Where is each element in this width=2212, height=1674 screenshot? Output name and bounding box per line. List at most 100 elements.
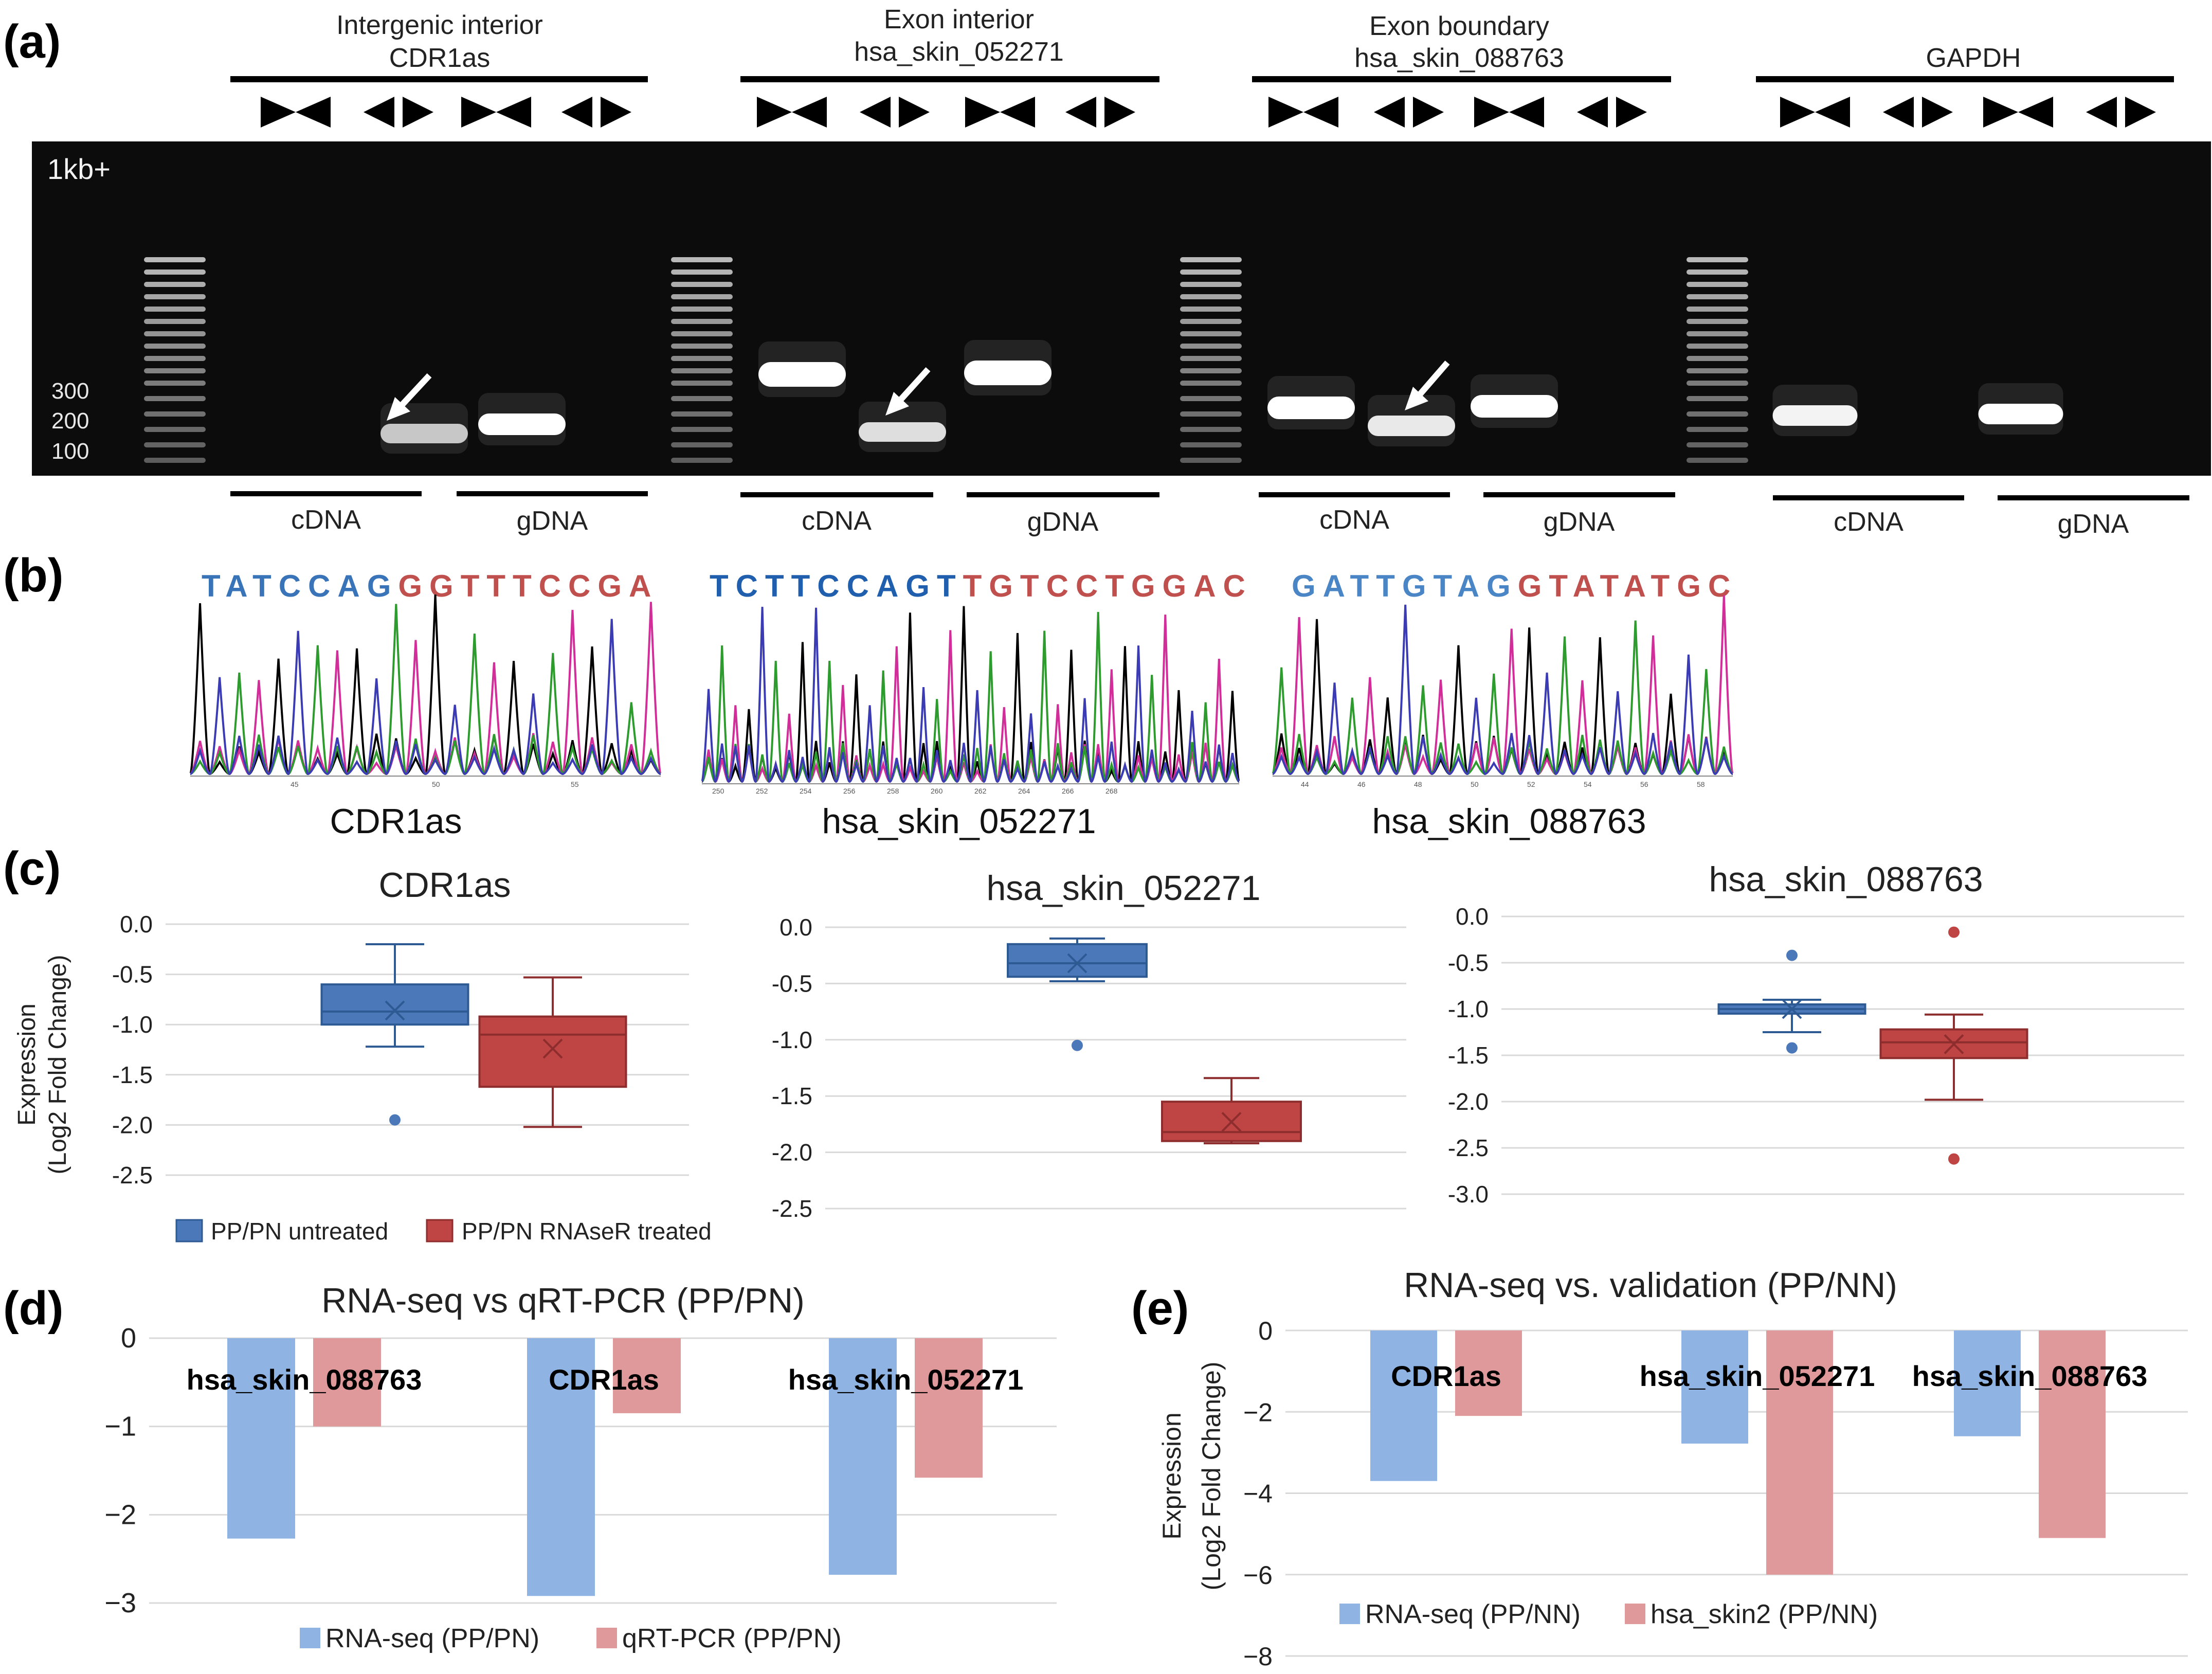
lane-label-gdna-2: gDNA bbox=[1027, 507, 1099, 537]
ladder-1-band-2 bbox=[144, 269, 206, 275]
bar-2-1-1 bbox=[1370, 1330, 1437, 1481]
ladder-4-band-12 bbox=[1687, 396, 1748, 401]
barchart-1-category-3: hsa_skin_052271 bbox=[788, 1363, 1024, 1396]
sanger-3-sequence: GATTGTAGGTATATGC bbox=[1292, 569, 1737, 603]
barchart-1-ytick-1: 0 bbox=[121, 1323, 136, 1354]
ladder-3-band-8 bbox=[1180, 344, 1242, 349]
legend-swatch-treated bbox=[426, 1219, 454, 1243]
box-3-1-mean bbox=[1782, 999, 1802, 1019]
svg-text:45: 45 bbox=[291, 780, 299, 788]
ladder-3-band-11 bbox=[1180, 381, 1242, 386]
svg-text:54: 54 bbox=[1584, 780, 1592, 788]
gel-group-1-title-line1: Intergenic interior bbox=[336, 10, 543, 40]
ladder-2-band-2 bbox=[671, 269, 733, 275]
ladder-3-band-4 bbox=[1180, 294, 1242, 299]
box-3-2-mean bbox=[1944, 1034, 1964, 1054]
gel-group-2-title-line1: Exon interior bbox=[884, 5, 1034, 34]
svg-text:58: 58 bbox=[1697, 780, 1705, 788]
svg-text:252: 252 bbox=[756, 787, 768, 795]
barchart-1-legend: RNA-seq (PP/PN) qRT-PCR (PP/PN) bbox=[300, 1624, 842, 1653]
panel-label-a: (a) bbox=[3, 15, 61, 68]
svg-text:Expression: Expression bbox=[1157, 1412, 1186, 1539]
primer-arrow-10 bbox=[1374, 97, 1444, 128]
ladder-2-band-5 bbox=[671, 307, 733, 312]
ladder-3-band-14 bbox=[1180, 427, 1242, 432]
ladder-1-band-7 bbox=[144, 331, 206, 336]
barchart-2-legend: RNA-seq (PP/NN) hsa_skin2 (PP/NN) bbox=[1339, 1599, 1878, 1629]
boxplot-3-ytick-2: -0.5 bbox=[1448, 949, 1489, 976]
barchart-1-ytick-3: −2 bbox=[104, 1499, 136, 1530]
ladder-3-band-16 bbox=[1180, 458, 1242, 463]
boxplot-3-ytick-4: -1.5 bbox=[1448, 1042, 1489, 1069]
boxplot-1-ytick-5: -2.0 bbox=[112, 1111, 153, 1138]
boxplot-hsa-skin-088763: hsa_skin_088763 0.0 -0.5 -1.0 -1.5 -2.0 -2.5 -… bbox=[1448, 860, 2184, 1208]
ladder-2-band-4 bbox=[671, 294, 733, 299]
ladder-1-band-13 bbox=[144, 411, 206, 417]
circrna-band-arrows bbox=[387, 361, 1450, 421]
trace-2-channel-3 bbox=[701, 611, 1240, 783]
svg-text:55: 55 bbox=[571, 780, 579, 788]
primer-orientation-arrows bbox=[261, 97, 2156, 128]
primer-arrow-6 bbox=[860, 97, 930, 128]
svg-text:50: 50 bbox=[432, 780, 440, 788]
bar-2-2-2 bbox=[1766, 1330, 1833, 1575]
box-1-1-iqr bbox=[320, 983, 469, 1026]
trace-3-channel-4 bbox=[1272, 604, 1733, 776]
lane-label-gdna-1: gDNA bbox=[517, 506, 588, 536]
ladder-3-band-10 bbox=[1180, 368, 1242, 373]
lane-label-cdna-2: cDNA bbox=[802, 506, 872, 536]
ladder-4-band-1 bbox=[1687, 257, 1748, 262]
barchart-1-category-2: CDR1as bbox=[549, 1363, 659, 1396]
svg-text:260: 260 bbox=[931, 787, 943, 795]
barchart-pp-pn: RNA-seq vs qRT-PCR (PP/PN) 0 −1 −2 −3 hsa_sk… bbox=[104, 1281, 1057, 1618]
trace-3-channel-2 bbox=[1272, 595, 1734, 776]
ladder-1-band-9 bbox=[144, 356, 206, 361]
legend-swatch-validation-ppnn bbox=[1625, 1604, 1645, 1624]
lane-label-gdna-4: gDNA bbox=[2058, 509, 2129, 539]
ladder-3-band-5 bbox=[1180, 307, 1242, 312]
box-3-1-outlier-1 bbox=[1786, 949, 1798, 961]
boxplot-1-ytick-4: -1.5 bbox=[112, 1061, 153, 1088]
barchart-2-ytick-3: −4 bbox=[1243, 1480, 1273, 1508]
gel-group-2-title-line2: hsa_skin_052271 bbox=[854, 37, 1064, 67]
sanger-3-name: hsa_skin_088763 bbox=[1372, 802, 1646, 841]
ladder-4-band-3 bbox=[1687, 282, 1748, 287]
panel-label-b: (b) bbox=[3, 549, 63, 602]
band-2 bbox=[478, 413, 566, 435]
lane-label-cdna-3: cDNA bbox=[1319, 505, 1389, 535]
ladder-1-band-6 bbox=[144, 319, 206, 324]
barchart-1-ytick-4: −3 bbox=[104, 1588, 136, 1618]
legend-rnaseq-pppn: RNA-seq (PP/PN) bbox=[325, 1624, 539, 1653]
ladder-2-band-14 bbox=[671, 427, 733, 432]
band-4 bbox=[859, 422, 946, 442]
primer-arrow-7 bbox=[965, 97, 1035, 128]
primer-arrow-14 bbox=[1883, 97, 1953, 128]
box-3-2-outlier-1 bbox=[1948, 926, 1960, 938]
box-1-2-iqr bbox=[478, 1015, 627, 1088]
ladder-3-band-12 bbox=[1180, 396, 1242, 401]
svg-text:(Log2 Fold Change): (Log2 Fold Change) bbox=[44, 955, 71, 1175]
sanger-3-seq-exon-a: GATTGTAG bbox=[1292, 569, 1518, 603]
svg-text:256: 256 bbox=[843, 787, 856, 795]
chromatogram-axis-ticks: 45 50 55 250 252 254 256 258 260 262 264… bbox=[291, 780, 1705, 795]
trace-2-channel-2 bbox=[701, 615, 1240, 783]
barchart-2-ytick-2: −2 bbox=[1243, 1398, 1273, 1427]
primer-arrow-12 bbox=[1577, 97, 1647, 128]
trace-2-channel-4 bbox=[701, 606, 1240, 783]
svg-text:46: 46 bbox=[1357, 780, 1366, 788]
boxplot-1-ytick-3: -1.0 bbox=[112, 1011, 153, 1038]
boxplot-1-title: CDR1as bbox=[379, 866, 511, 905]
legend-swatch-rnaseq-ppnn bbox=[1339, 1604, 1360, 1624]
ladder-2-band-12 bbox=[671, 396, 733, 401]
ladder-3-band-1 bbox=[1180, 257, 1242, 262]
sanger-2-name: hsa_skin_052271 bbox=[822, 802, 1096, 841]
gel-group-4-title: GAPDH bbox=[1926, 43, 2021, 73]
lane-label-cdna-1: cDNA bbox=[291, 505, 361, 535]
boxplot-3-ytick-3: -1.0 bbox=[1448, 996, 1489, 1022]
barchart-1-category-1: hsa_skin_088763 bbox=[187, 1363, 422, 1396]
lane-label-cdna-4: cDNA bbox=[1834, 507, 1903, 537]
barchart-2-ytick-4: −6 bbox=[1243, 1561, 1273, 1590]
sanger-2-seq-exon-b: TGTCCTGGAC bbox=[963, 569, 1253, 603]
gel-group-1-title-line2: CDR1as bbox=[389, 43, 491, 73]
boxplot-2-ytick-1: 0.0 bbox=[779, 914, 812, 941]
